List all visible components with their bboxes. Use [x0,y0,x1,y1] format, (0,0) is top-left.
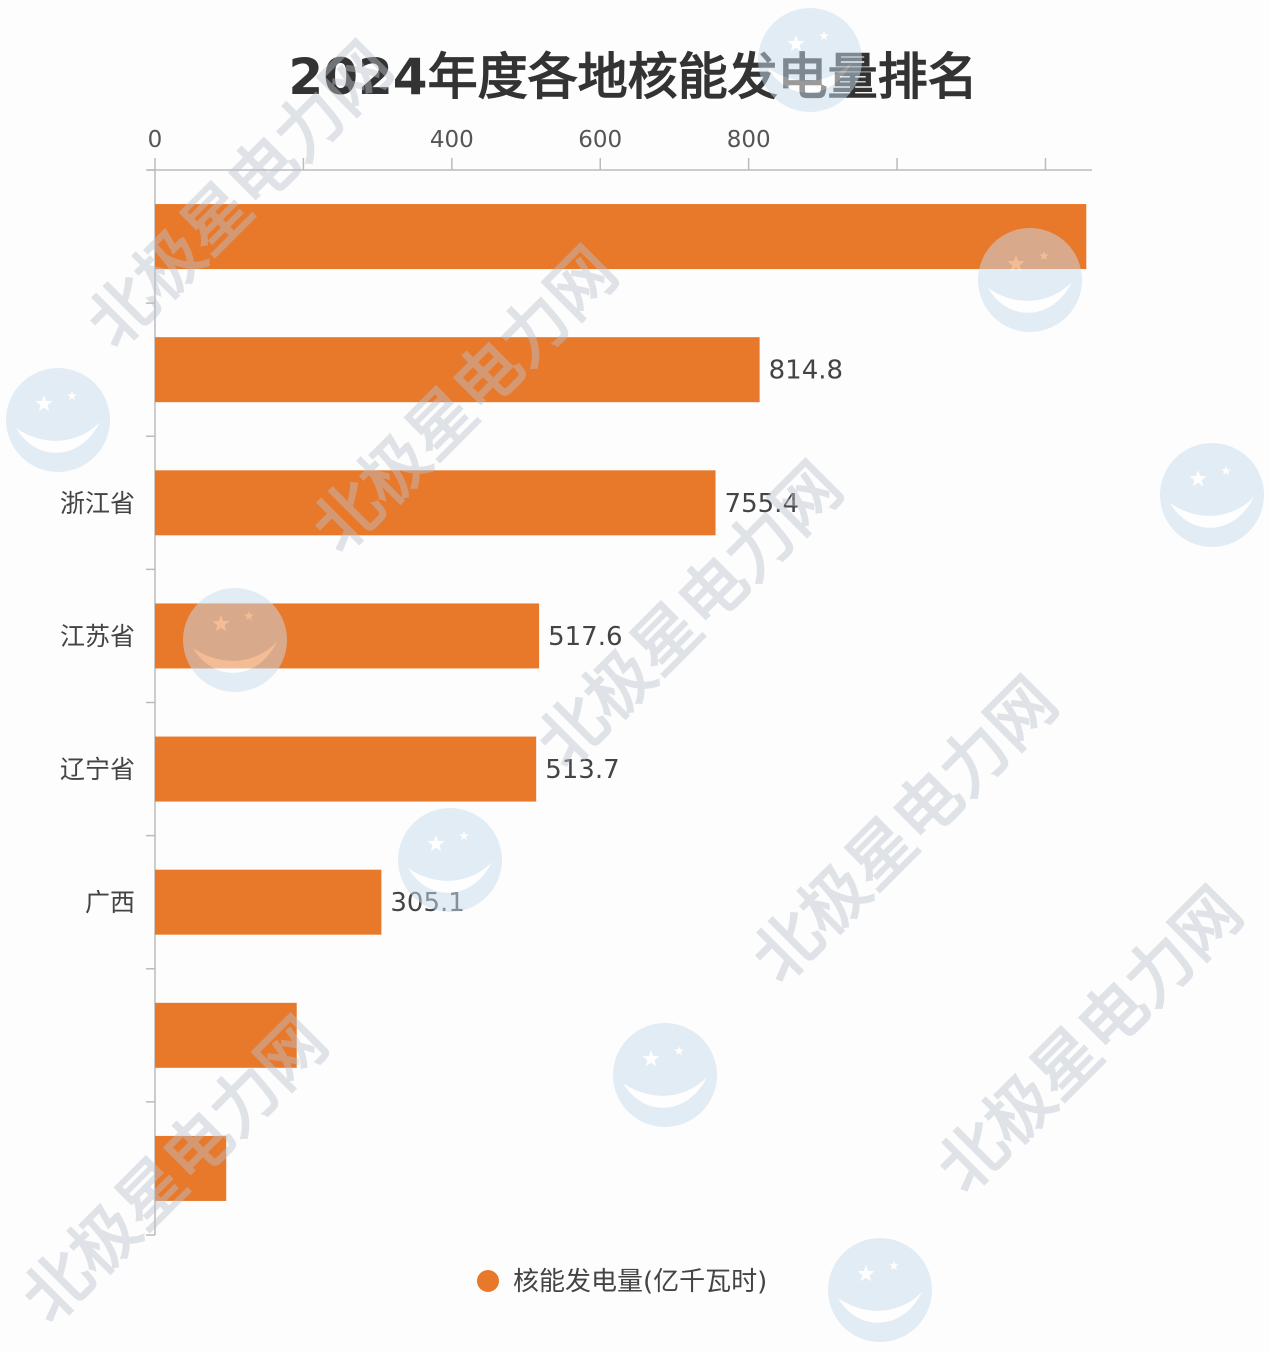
legend-label: 核能发电量(亿千瓦时) [513,1267,767,1297]
x-tick-label-600: 600 [578,127,622,153]
star-moon-logo-icon [758,8,862,112]
star-moon-logo-icon [1160,443,1264,547]
bar-3 [155,470,716,536]
bar-8 [155,1135,227,1201]
data-label-3: 755.4 [725,489,799,519]
chart-title: 2024年度各地核能发电量排名 [288,48,977,106]
star-moon-logo-icon [6,368,110,472]
category-label-6: 广西 [85,888,135,917]
watermark-text-1: 北极星电力网 [73,28,407,362]
bar-5 [155,736,537,802]
x-tick-label-0: 0 [148,127,163,153]
category-label-4: 江苏省 [60,622,135,651]
bar-7 [155,1002,297,1068]
data-label-4: 517.6 [548,622,622,652]
bar-2 [155,337,760,403]
watermark-text-5: 北极星电力网 [923,873,1257,1207]
x-tick-label-800: 800 [727,127,771,153]
data-label-5: 513.7 [545,755,619,785]
category-label-5: 辽宁省 [60,755,135,784]
bar-1 [155,204,1087,270]
legend: 核能发电量(亿千瓦时) [477,1267,767,1297]
star-moon-logo-icon [613,1023,717,1127]
category-label-3: 浙江省 [60,489,135,518]
x-tick-label-400: 400 [430,127,474,153]
star-moon-logo-icon [398,808,502,912]
legend-marker [477,1270,499,1292]
bar-6 [155,869,382,935]
star-moon-logo-icon [828,1238,932,1342]
star-moon-logo-icon [978,228,1082,332]
watermark-text-4: 北极星电力网 [738,663,1072,997]
data-label-2: 814.8 [769,356,843,386]
star-moon-logo-icon [183,588,287,692]
labels: 0400600800814.8755.4浙江省517.6江苏省513.7辽宁省3… [60,127,843,918]
